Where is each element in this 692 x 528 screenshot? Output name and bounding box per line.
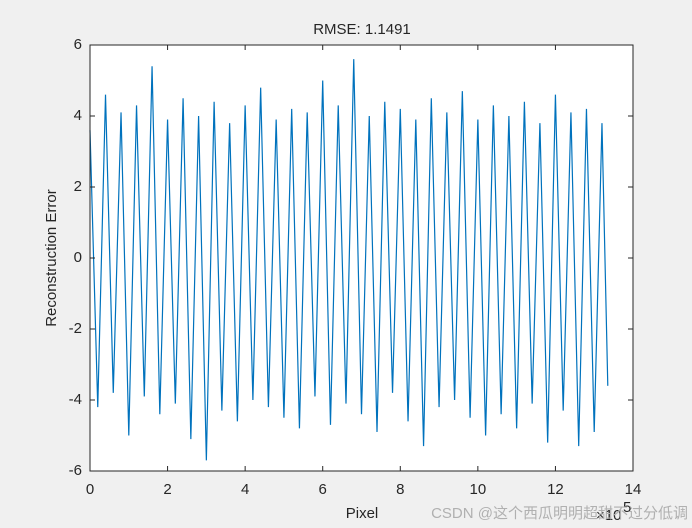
- x-tick-label: 4: [241, 481, 249, 498]
- chart-title: RMSE: 1.1491: [313, 21, 411, 38]
- y-tick-label: -2: [69, 320, 82, 337]
- y-tick-label: 0: [74, 249, 82, 266]
- x-tick-label: 12: [547, 481, 564, 498]
- x-exponent-power: 5: [623, 499, 631, 516]
- y-tick-label: 6: [74, 36, 82, 53]
- x-exponent-base: ×10: [596, 507, 621, 524]
- y-tick-label: -6: [69, 462, 82, 479]
- x-tick-label: 0: [86, 481, 94, 498]
- y-tick-label: 4: [74, 107, 82, 124]
- y-tick-label: -4: [69, 391, 82, 408]
- x-tick-label: 2: [163, 481, 171, 498]
- y-tick-label: 2: [74, 178, 82, 195]
- x-tick-label: 6: [319, 481, 327, 498]
- data-line: [89, 59, 609, 461]
- x-tick-label: 14: [625, 481, 642, 498]
- watermark: CSDN @这个西瓜明明超甜不过分低调: [431, 505, 688, 522]
- x-axis-label: Pixel: [346, 505, 379, 522]
- y-axis-label: Reconstruction Error: [43, 189, 60, 327]
- x-tick-label: 10: [470, 481, 487, 498]
- x-tick-label: 8: [396, 481, 404, 498]
